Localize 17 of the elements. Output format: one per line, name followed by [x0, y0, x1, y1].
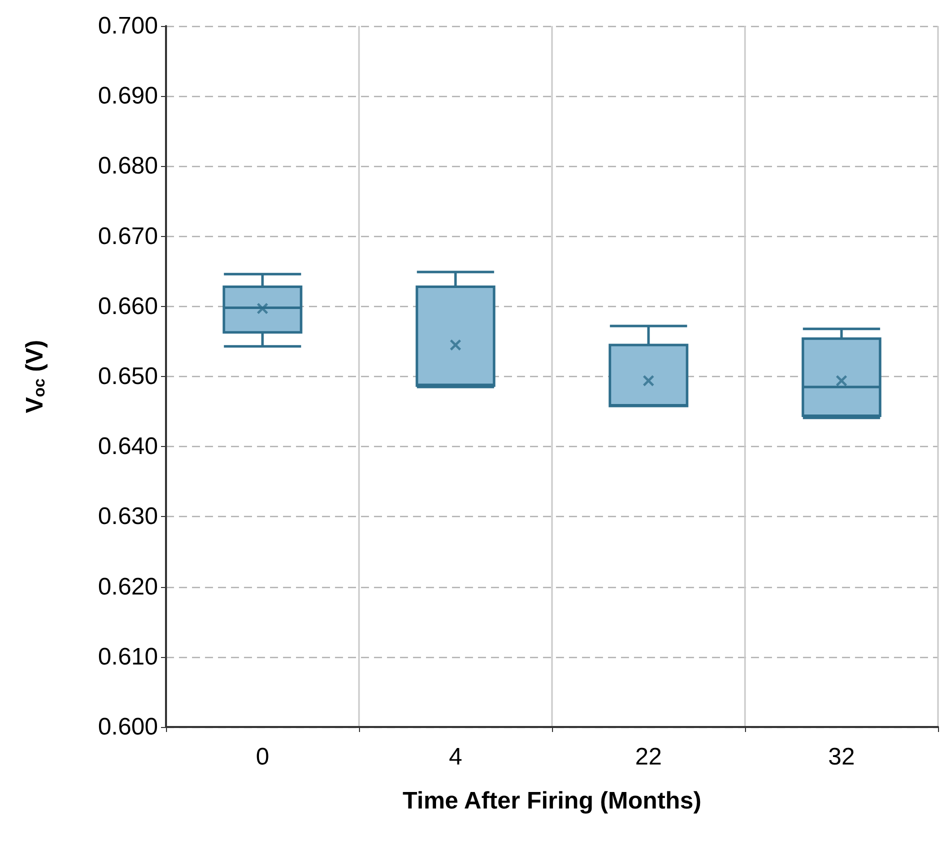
y-tick-label: 0.690: [98, 82, 158, 110]
y-tick-label: 0.680: [98, 152, 158, 180]
y-tick-label: 0.610: [98, 643, 158, 670]
x-axis-title: Time After Firing (Months): [402, 788, 702, 814]
x-tick-label: 4: [448, 744, 462, 770]
y-tick-label: 0.660: [98, 292, 158, 320]
y-axis-title: Voc (V): [22, 340, 48, 414]
y-tick-label: 0.620: [98, 573, 158, 600]
x-tick-label: 22: [635, 744, 662, 770]
y-tick-label: 0.700: [98, 12, 158, 40]
y-tick-label: 0.650: [98, 363, 158, 390]
x-tick-label: 32: [828, 744, 855, 770]
y-tick-label: 0.630: [98, 503, 158, 530]
x-tick-label: 0: [256, 744, 270, 770]
y-tick-label: 0.670: [98, 222, 158, 250]
y-tick-label: 0.640: [98, 433, 158, 460]
y-tick-label: 0.600: [98, 714, 158, 740]
